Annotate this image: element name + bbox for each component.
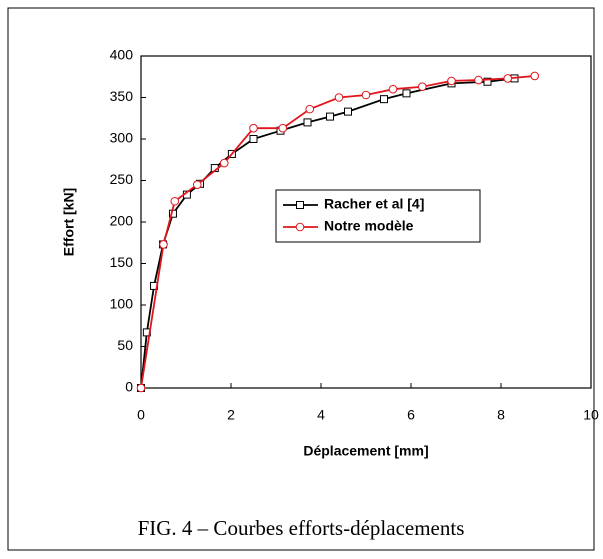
y-tick-label: 200 [110, 213, 134, 229]
legend-marker [296, 201, 304, 209]
series-line [140, 75, 535, 389]
y-tick-label: 100 [110, 296, 134, 312]
legend-marker [295, 222, 305, 232]
legend-box [275, 189, 481, 243]
x-tick-label: 10 [583, 407, 599, 423]
data-point [530, 71, 540, 81]
caption: FIG. 4 – Courbes efforts-déplacements [138, 516, 465, 540]
legend-label: Racher et al [4] [324, 196, 424, 212]
data-point [447, 76, 456, 86]
y-tick-label: 150 [110, 254, 134, 270]
frame [7, 7, 595, 551]
data-point [249, 123, 258, 133]
data-point [192, 180, 202, 189]
y-axis-label: Effort [kN] [61, 188, 77, 256]
data-point [503, 74, 513, 83]
y-tick-label: 0 [125, 379, 133, 395]
x-tick-label: 2 [227, 407, 235, 423]
data-point [380, 95, 388, 104]
data-point [334, 93, 344, 102]
data-point [326, 112, 334, 121]
x-tick-label: 8 [497, 407, 505, 423]
x-tick-label: 4 [317, 407, 325, 423]
data-point [159, 240, 168, 249]
data-point [417, 82, 427, 92]
x-axis-label: Déplacement [mm] [303, 443, 428, 459]
data-point [474, 75, 483, 85]
data-point [344, 107, 352, 116]
data-point [219, 158, 229, 168]
data-point [303, 118, 312, 127]
y-tick-label: 400 [110, 47, 134, 63]
data-point [402, 89, 411, 98]
data-point [483, 77, 492, 86]
data-point [170, 196, 180, 206]
y-tick-label: 250 [110, 171, 134, 187]
data-point [278, 123, 288, 133]
data-point [249, 135, 258, 143]
x-tick-label: 6 [407, 407, 415, 423]
legend-label: Notre modèle [324, 218, 414, 234]
x-tick-label: 0 [137, 407, 145, 423]
y-tick-label: 350 [110, 88, 134, 104]
data-point [361, 90, 371, 100]
data-point [136, 383, 146, 393]
data-point [388, 84, 398, 94]
y-tick-label: 300 [110, 130, 134, 146]
data-point [305, 104, 315, 114]
y-tick-label: 50 [117, 337, 133, 353]
